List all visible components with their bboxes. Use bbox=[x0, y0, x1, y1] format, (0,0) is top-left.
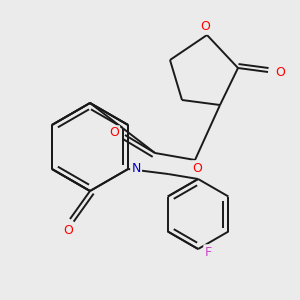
Text: O: O bbox=[63, 224, 73, 236]
Text: O: O bbox=[192, 161, 202, 175]
Text: O: O bbox=[200, 20, 210, 34]
Text: N: N bbox=[131, 163, 141, 176]
Text: O: O bbox=[275, 65, 285, 79]
Text: O: O bbox=[109, 127, 119, 140]
Text: F: F bbox=[205, 245, 212, 259]
